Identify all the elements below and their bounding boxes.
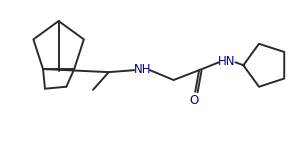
Text: NH: NH: [134, 63, 151, 76]
Text: O: O: [190, 94, 199, 107]
Text: HN: HN: [218, 55, 236, 68]
